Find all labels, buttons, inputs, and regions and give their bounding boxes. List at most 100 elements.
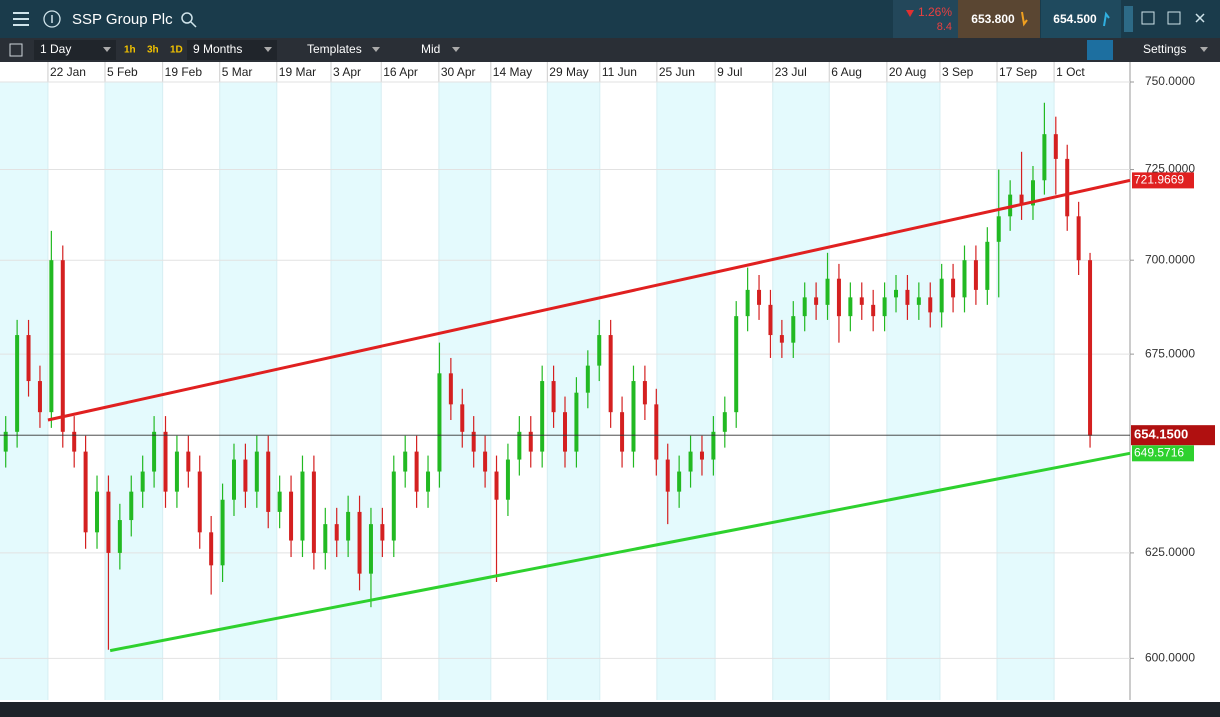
range: 9 Months (193, 42, 242, 56)
candle-body (711, 431, 716, 460)
candle-body (505, 459, 510, 500)
candle-body (106, 491, 111, 553)
x-tick-label: 5 Feb (107, 65, 138, 79)
candle-body (368, 524, 373, 574)
quick-1d[interactable]: 1D (170, 45, 183, 56)
candle-body (209, 532, 214, 566)
candle-body (528, 431, 533, 452)
candle-body (60, 260, 65, 432)
candle-body (140, 471, 145, 492)
candle-body (836, 278, 841, 317)
candle-body (814, 297, 819, 305)
templates[interactable]: Templates (307, 42, 362, 56)
quick-3h[interactable]: 3h (147, 45, 159, 56)
candle-body (1088, 260, 1093, 436)
candle-body (117, 520, 122, 553)
candle-body (26, 335, 31, 382)
trendline-label-box (1132, 445, 1194, 462)
y-tick-label: 750.0000 (1145, 74, 1195, 88)
candle-body (334, 524, 339, 541)
y-tick-label: 600.0000 (1145, 651, 1195, 665)
candle-body (323, 524, 328, 553)
candle-body (277, 491, 282, 512)
candle-body (802, 297, 807, 317)
y-tick-label: 700.0000 (1145, 252, 1195, 266)
expand-icon[interactable] (1141, 11, 1155, 25)
x-tick-label: 19 Mar (279, 65, 316, 79)
x-tick-label: 3 Apr (333, 65, 361, 79)
period-band (105, 82, 163, 700)
candle-body (985, 241, 990, 290)
candle-body (574, 392, 579, 452)
trendline-label: 649.5716 (1134, 445, 1184, 459)
candle-body (426, 471, 431, 492)
x-tick-label: 29 May (549, 65, 588, 79)
interval-select[interactable] (34, 40, 116, 60)
buy-price: 654.500 (1053, 12, 1097, 26)
candle-body (231, 459, 236, 500)
candle-body (483, 451, 488, 472)
candle-body (871, 304, 876, 317)
candle-body (448, 373, 453, 405)
sell-button[interactable] (958, 0, 1040, 38)
x-tick-label: 30 Apr (441, 65, 476, 79)
candle-body (757, 289, 762, 305)
x-tick-label: 11 Jun (602, 65, 637, 79)
price-label-box (1131, 425, 1215, 446)
y-tick-label: 675.0000 (1145, 346, 1195, 360)
menu-icon[interactable] (13, 12, 29, 26)
quick-1h[interactable]: 1h (124, 45, 136, 56)
candle-body (916, 297, 921, 305)
info-icon[interactable] (43, 10, 61, 28)
candle-body (346, 511, 351, 541)
search-icon[interactable] (181, 12, 193, 24)
candle-body (186, 451, 191, 472)
candle-body (3, 431, 8, 452)
x-tick-label: 25 Jun (659, 65, 695, 79)
range-select[interactable] (187, 40, 277, 60)
candle-body (734, 316, 739, 413)
candle-body (540, 381, 545, 452)
candle-body (859, 297, 864, 305)
period-band (886, 82, 940, 700)
candle-body (289, 491, 294, 541)
interval: 1 Day (40, 42, 71, 56)
candle-body (665, 459, 670, 492)
candle-body (1076, 216, 1081, 261)
candle-body (83, 451, 88, 533)
candle-body (357, 511, 362, 574)
trendline-label: 721.9669 (1134, 173, 1184, 187)
candle-body (642, 381, 647, 405)
period-band (547, 82, 600, 700)
settings[interactable]: Settings (1143, 42, 1186, 56)
y-tick-label: 625.0000 (1145, 545, 1195, 559)
popout-icon[interactable] (1167, 11, 1181, 25)
candle-body (894, 289, 899, 298)
candle-body (848, 297, 853, 317)
candle-body (403, 451, 408, 472)
plot: 22 Jan 5 Feb 19 Feb 5 Mar 19 Mar 3 Apr 16 Apr 3… (0, 62, 1215, 700)
candle-body (597, 335, 602, 366)
close-icon[interactable] (1195, 13, 1205, 23)
candle-body (905, 289, 910, 305)
candle-body (129, 491, 134, 521)
candle-body (939, 278, 944, 313)
candle-body (95, 491, 100, 533)
candle-body (791, 316, 796, 343)
candle-body (699, 451, 704, 460)
candle-body (174, 451, 179, 492)
period-band (331, 82, 382, 700)
down-arrow (906, 10, 914, 17)
candle-body (563, 412, 567, 452)
price-type[interactable]: Mid (421, 42, 440, 56)
trendline (109, 451, 1131, 653)
period-band (219, 82, 277, 700)
candle-body (1053, 134, 1058, 159)
sell-price: 653.800 (971, 12, 1015, 26)
candle-body (631, 381, 636, 452)
trendline (47, 178, 1131, 422)
buy-button[interactable] (1041, 0, 1121, 38)
candle-body (825, 278, 830, 305)
candle-body (437, 373, 442, 472)
x-tick-label: 6 Aug (831, 65, 862, 79)
